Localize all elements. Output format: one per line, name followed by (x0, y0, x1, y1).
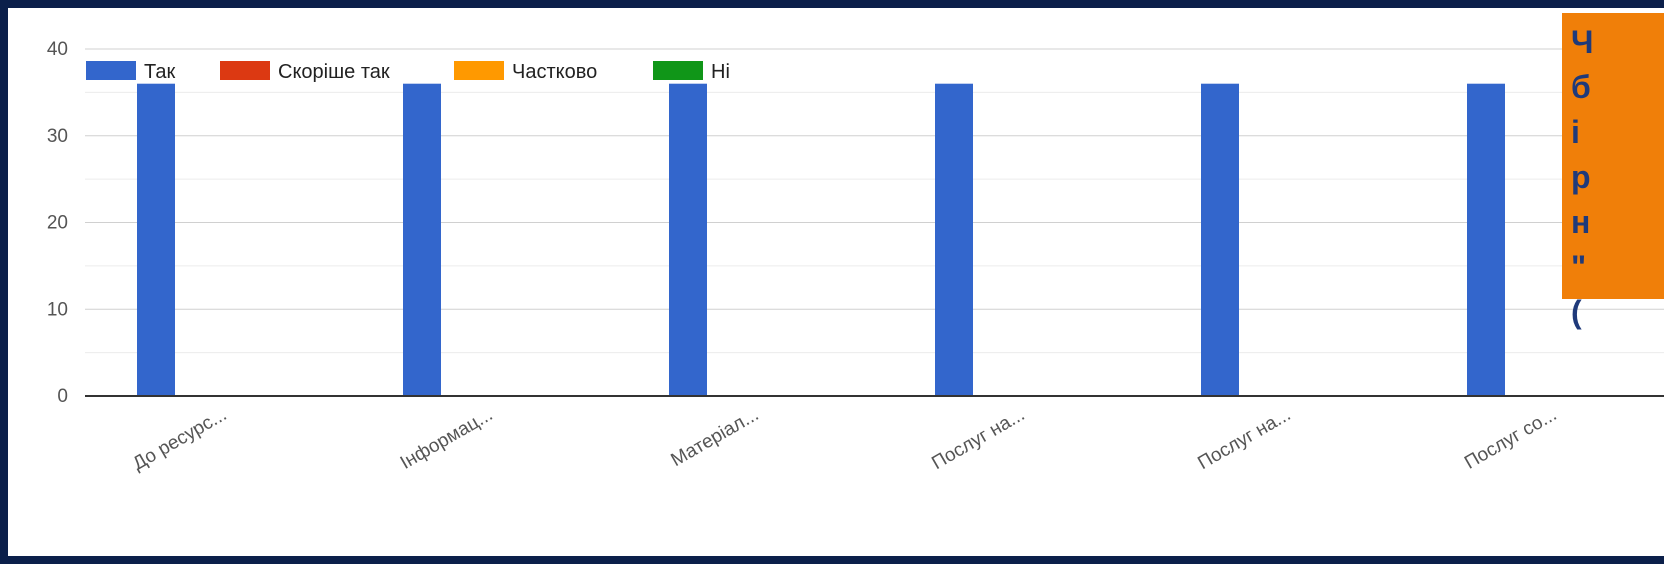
legend-swatch (653, 61, 703, 80)
legend-label: Частково (512, 61, 597, 83)
x-tick-label: Інформац... (397, 404, 497, 474)
y-axis-ticks: 0 10 20 30 40 (47, 39, 68, 407)
legend-label: Так (144, 61, 175, 83)
callout-box (1562, 13, 1664, 299)
chart-frame: 0 10 20 30 40 До ресурс... Інформац... Матеріа… (8, 8, 1664, 556)
legend[interactable]: Так Скоріше так Частково Ні (86, 61, 730, 83)
x-tick-label: Послуг со... (1461, 404, 1560, 474)
legend-label: Ні (711, 61, 730, 83)
bar (1467, 83, 1505, 396)
bar-chart: 0 10 20 30 40 До ресурс... Інформац... Матеріа… (47, 39, 1664, 475)
bar (669, 83, 707, 396)
x-tick-label: До ресурс... (129, 404, 230, 475)
bar (403, 83, 441, 396)
y-tick-label: 20 (47, 213, 68, 234)
gridlines (85, 48, 1664, 354)
y-tick-label: 10 (47, 299, 68, 320)
bar (137, 83, 175, 396)
legend-swatch (86, 61, 136, 80)
x-tick-label: Послуг на... (928, 404, 1028, 474)
legend-label: Скоріше так (278, 61, 390, 83)
x-tick-label: Матеріал... (668, 404, 763, 471)
y-tick-label: 40 (47, 39, 68, 60)
callout-text: Ч б і р н " ( (1571, 24, 1594, 330)
y-tick-label: 0 (57, 386, 68, 407)
x-axis-tick-labels: До ресурс... Інформац... Матеріал... Послуг… (129, 404, 1560, 475)
bars (137, 83, 1505, 396)
bar (1201, 83, 1239, 396)
x-tick-label: Послуг на... (1194, 404, 1294, 474)
bar (935, 83, 973, 396)
legend-swatch (454, 61, 504, 80)
legend-swatch (220, 61, 270, 80)
y-tick-label: 30 (47, 126, 68, 147)
